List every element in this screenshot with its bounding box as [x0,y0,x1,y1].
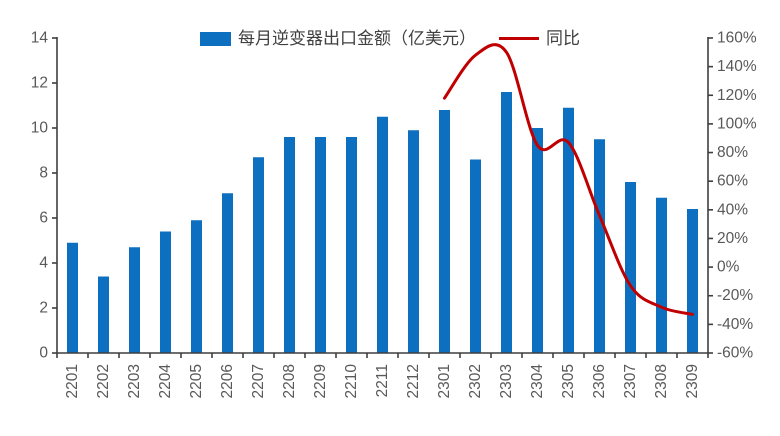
right-axis-label: 0% [717,259,740,276]
x-axis-label: 2308 [653,364,670,398]
bar-2210 [346,137,357,353]
x-axis-label: 2204 [157,364,174,399]
bar-2306 [594,139,605,353]
bar-2308 [656,197,667,353]
bar-2307 [625,182,636,353]
x-axis-label: 2304 [529,364,546,399]
x-axis-label: 2205 [188,364,205,398]
bar-2301 [439,110,450,353]
right-axis-label: 60% [717,173,748,190]
bar-2209 [315,137,326,353]
right-axis-label: 20% [717,230,748,247]
x-axis-label: 2202 [95,364,112,398]
x-axis-label: 2307 [622,364,639,398]
right-axis-label: 140% [717,58,757,75]
right-axis-label: -60% [717,345,753,362]
bar-2206 [222,193,233,353]
bar-2204 [160,231,171,353]
x-axis-label: 2203 [126,364,143,398]
bar-2309 [687,209,698,353]
bar-2202 [98,276,109,353]
x-axis-label: 2303 [498,364,515,398]
left-axis-label: 0 [39,345,48,362]
bar-2305 [563,107,574,353]
x-axis-label: 2212 [405,364,422,398]
bar-2212 [408,130,419,353]
right-axis-label: 120% [717,87,757,104]
right-axis-label: 80% [717,144,748,161]
bar-2205 [191,220,202,353]
x-axis-label: 2309 [684,364,701,398]
bar-2207 [253,157,264,353]
right-axis-label: 160% [717,30,757,47]
bar-2211 [377,116,388,353]
left-axis-label: 6 [39,210,48,227]
bar-2201 [67,242,78,353]
left-axis-label: 12 [31,75,48,92]
x-axis-label: 2206 [219,364,236,398]
bar-2302 [470,159,481,353]
bar-2208 [284,137,295,353]
x-axis-label: 2301 [436,364,453,398]
x-axis-label: 2305 [560,364,577,398]
right-axis-label: -40% [717,316,753,333]
x-axis-label: 2211 [374,364,391,397]
left-axis-label: 2 [39,300,48,317]
yoy-line [443,43,694,316]
x-axis-label: 2201 [64,364,81,398]
left-axis-label: 8 [39,165,48,182]
left-axis-label: 4 [39,255,48,272]
bar-2203 [129,247,140,353]
x-axis-label: 2306 [591,364,608,398]
left-axis-label: 14 [31,30,49,47]
x-axis-label: 2209 [312,364,329,398]
right-axis-label: 100% [717,115,757,132]
bar-2303 [501,92,512,353]
left-axis-label: 10 [31,120,49,137]
x-axis-label: 2210 [343,364,360,399]
right-axis-label: -20% [717,287,753,304]
x-axis-label: 2207 [250,364,267,398]
x-axis-label: 2208 [281,364,298,398]
right-axis-label: 40% [717,201,748,218]
bar-2304 [532,128,543,353]
x-axis-label: 2302 [467,364,484,398]
